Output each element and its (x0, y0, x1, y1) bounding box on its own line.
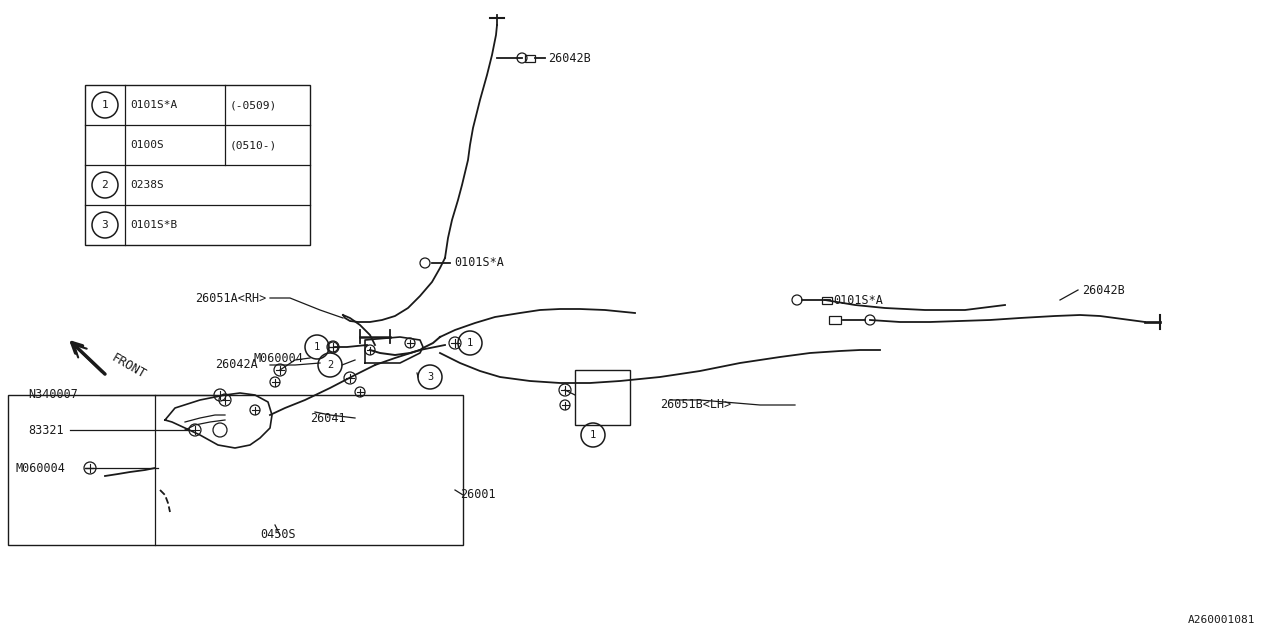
Text: N340007: N340007 (28, 388, 78, 401)
Text: 26051A<RH>: 26051A<RH> (195, 291, 266, 305)
Bar (575, 370, 630, 425)
Bar (822, 296, 832, 303)
Text: 26041: 26041 (310, 412, 346, 424)
Text: FRONT: FRONT (109, 351, 148, 381)
Text: 3: 3 (426, 372, 433, 382)
Text: 3: 3 (101, 220, 109, 230)
Text: 26042B: 26042B (548, 51, 591, 65)
Bar (84, 85, 310, 245)
Text: 1: 1 (467, 338, 474, 348)
Text: 1: 1 (101, 100, 109, 110)
Text: 0100S: 0100S (131, 140, 164, 150)
Text: 0101S*A: 0101S*A (454, 257, 504, 269)
Text: 0101S*A: 0101S*A (833, 294, 883, 307)
Text: 26042A: 26042A (215, 358, 257, 371)
Text: 26051B<LH>: 26051B<LH> (660, 399, 731, 412)
Text: 26001: 26001 (460, 488, 495, 502)
Text: 2: 2 (326, 360, 333, 370)
Text: 0101S*A: 0101S*A (131, 100, 177, 110)
Text: M060004: M060004 (253, 351, 303, 365)
Text: 83321: 83321 (28, 424, 64, 436)
Text: 26042B: 26042B (1082, 284, 1125, 296)
Text: 0238S: 0238S (131, 180, 164, 190)
Text: 0450S: 0450S (260, 529, 296, 541)
Text: 0101S*B: 0101S*B (131, 220, 177, 230)
Text: A260001081: A260001081 (1188, 615, 1254, 625)
Bar (829, 316, 841, 324)
Text: 1: 1 (314, 342, 320, 352)
Text: M060004: M060004 (15, 461, 65, 474)
Text: (-0509): (-0509) (230, 100, 278, 110)
Text: 1: 1 (590, 430, 596, 440)
Bar (8, 395, 463, 545)
Text: 2: 2 (101, 180, 109, 190)
Bar (525, 54, 535, 61)
Text: (0510-): (0510-) (230, 140, 278, 150)
